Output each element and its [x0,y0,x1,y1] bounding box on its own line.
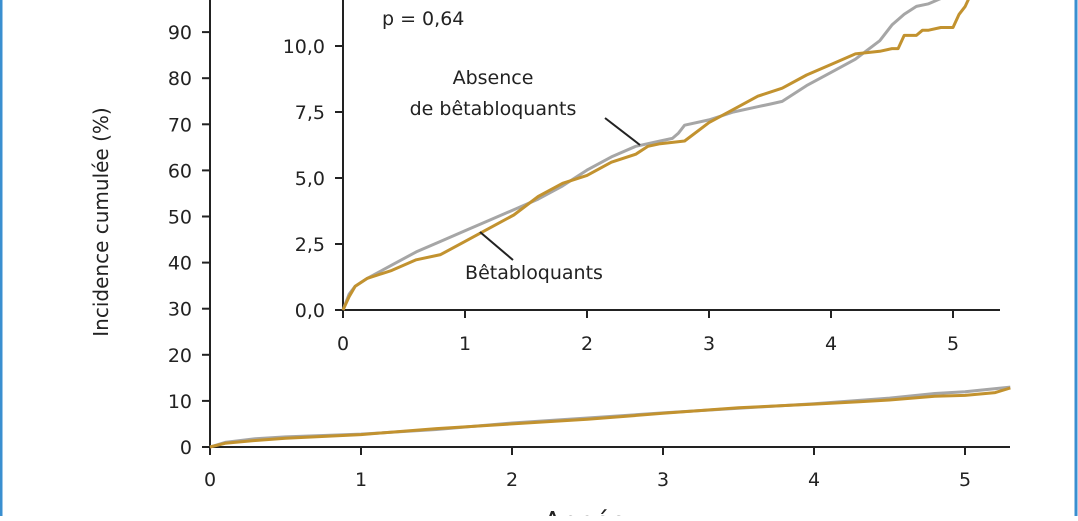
inset-background [330,0,1010,310]
inset-x-ticks: 0 1 2 3 4 5 [337,310,959,355]
inset-y-tick-label: 7,5 [295,102,325,124]
inset-chart: 0,0 2,5 5,0 7,5 10,0 0 1 2 3 4 5 p = 0,64 Absence… [283,0,1010,355]
main-y-tick-label: 50 [168,207,192,229]
inset-x-tick-label: 5 [947,333,959,355]
main-y-tick-label: 90 [168,22,192,44]
main-x-tick-label: 3 [657,469,669,491]
inset-x-tick-label: 1 [459,333,471,355]
main-y-axis-title: Incidence cumulée (%) [89,107,113,336]
inset-x-tick-label: 3 [703,333,715,355]
p-value-annotation: p = 0,64 [382,8,464,30]
label-no-bb-line2: de bêtabloquants [410,98,577,120]
main-x-tick-label: 2 [506,469,518,491]
main-y-tick-label: 80 [168,68,192,90]
inset-y-tick-label: 0,0 [295,300,325,322]
main-x-axis-title: Année [544,507,627,516]
main-series-line-bb [209,386,1011,449]
main-y-tick-label: 30 [168,299,192,321]
main-x-ticks: 0 1 2 3 4 5 [204,447,971,491]
inset-y-ticks: 0,0 2,5 5,0 7,5 10,0 [283,36,343,322]
inset-x-tick-label: 2 [581,333,593,355]
main-y-tick-label: 0 [180,437,192,459]
main-y-ticks: 0 10 20 30 40 50 60 70 80 90 [168,22,210,459]
inset-y-tick-label: 5,0 [295,168,325,190]
inset-y-tick-label: 10,0 [283,36,325,58]
main-y-tick-label: 60 [168,160,192,182]
inset-y-tick-label: 2,5 [295,234,325,256]
leader-no-bb [604,117,641,146]
main-y-tick-label: 40 [168,253,192,275]
label-no-bb-line1: Absence [453,67,534,89]
main-x-tick-label: 5 [959,469,971,491]
main-y-tick-label: 10 [168,391,192,413]
inset-x-tick-label: 4 [825,333,837,355]
label-bb: Bêtabloquants [465,262,603,284]
main-y-tick-label: 70 [168,114,192,136]
inset-series-line-no_bb [341,0,942,311]
main-y-tick-label: 20 [168,345,192,367]
inset-x-tick-label: 0 [337,333,349,355]
inset-series [341,0,970,311]
main-x-tick-label: 1 [355,469,367,491]
main-x-tick-label: 4 [808,469,820,491]
main-series [209,385,1011,449]
main-x-tick-label: 0 [204,469,216,491]
inset-series-line-bb [341,0,970,311]
leader-bb [479,231,514,261]
